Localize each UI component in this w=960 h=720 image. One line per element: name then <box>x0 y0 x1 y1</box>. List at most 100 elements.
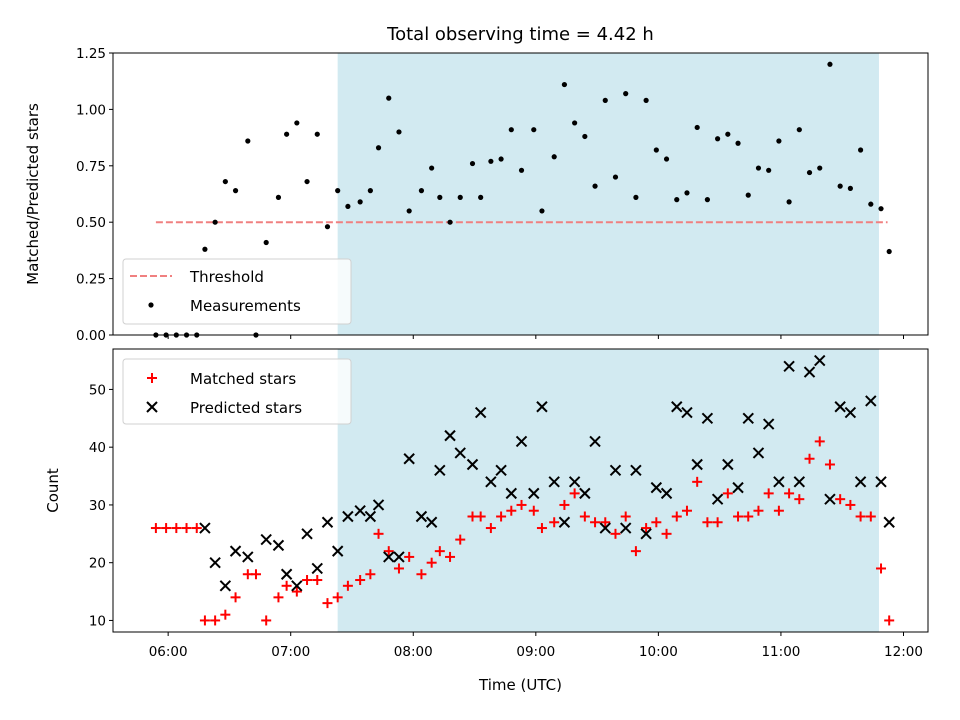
predicted-star-point <box>466 458 479 471</box>
predicted-star-point <box>579 487 591 500</box>
measurements-legend-label: Measurements <box>190 297 301 315</box>
predicted-star-point <box>280 568 293 580</box>
measurement-point <box>745 192 751 198</box>
count-legend: Matched stars Predicted stars <box>122 358 352 425</box>
matched-star-point <box>261 615 272 626</box>
measurement-point <box>643 97 649 103</box>
count-y-tick-label: 30 <box>89 498 106 514</box>
measurement-point <box>725 131 731 137</box>
time-x-tick-label: 08:00 <box>394 644 433 660</box>
measurement-point <box>561 81 568 88</box>
predicted-star-point <box>599 522 611 534</box>
predicted-star-point <box>732 481 744 494</box>
time-x-tick-label: 06:00 <box>149 644 188 660</box>
measurement-point <box>572 120 578 126</box>
predicted-star-point <box>650 481 663 494</box>
matched-star-point <box>681 505 692 516</box>
predicted-star-point <box>403 453 415 465</box>
predicted-star-point <box>364 510 377 523</box>
measurement-point <box>222 178 228 185</box>
matched-star-point <box>876 563 887 574</box>
matched-star-point <box>845 499 856 510</box>
count-legend-box <box>122 358 352 425</box>
count-y-tick-label: 40 <box>89 440 106 456</box>
matched-star-point <box>620 511 631 522</box>
predicted-star-point <box>528 487 540 500</box>
matched-star-point <box>814 436 825 447</box>
matched-star-point <box>722 488 733 499</box>
measurement-point <box>498 156 504 162</box>
matched-star-point <box>281 580 292 591</box>
measurement-point <box>232 188 239 194</box>
matched-star-point <box>630 546 641 557</box>
count-y-tick-label: 10 <box>89 613 106 629</box>
matched-star-point <box>865 511 876 522</box>
predicted-star-point <box>383 551 395 563</box>
predicted-star-point <box>272 539 285 552</box>
predicted-star-point <box>209 556 221 569</box>
measurement-point <box>633 194 639 200</box>
ratio-y-tick-label: 0.25 <box>76 272 106 288</box>
matched-star-point <box>416 569 427 580</box>
predicted-star-point <box>515 435 528 448</box>
predicted-star-point <box>536 401 548 413</box>
predicted-star-point <box>505 487 518 500</box>
matched-star-point <box>804 453 815 464</box>
matched-star-point <box>773 505 784 516</box>
matched-star-point <box>536 523 547 534</box>
ratio-panel-frame <box>112 52 929 336</box>
measurement-point <box>735 140 741 146</box>
predicted-star-point <box>681 406 693 419</box>
matched-star-point <box>692 476 703 487</box>
matched-star-point <box>475 511 486 522</box>
measurement-point <box>447 219 453 225</box>
matched-star-point <box>733 511 744 522</box>
matched-star-point <box>496 511 507 522</box>
measurement-point <box>827 61 833 67</box>
matched-star-point <box>702 517 713 528</box>
predicted-star-point <box>589 435 601 448</box>
predicted-star-point <box>568 476 581 488</box>
predicted-star-point <box>854 476 867 488</box>
predicted-star-point <box>199 522 211 534</box>
measurement-point <box>488 158 494 164</box>
predicted-star-point <box>474 406 487 419</box>
ratio-legend: Threshold Measurements <box>122 258 352 325</box>
matched-star-point <box>559 499 570 510</box>
measurement-point <box>684 190 690 196</box>
ratio-y-tick-label: 0.75 <box>76 159 106 175</box>
count-y-axis-label: Count <box>44 468 62 513</box>
predicted-star-point <box>722 458 734 471</box>
measurement-point <box>294 120 300 126</box>
measurement-point <box>284 131 290 137</box>
measurements-legend-swatch <box>148 302 154 308</box>
ratio-y-tick-label: 0.00 <box>76 328 106 344</box>
matched-legend-swatch <box>147 373 157 383</box>
threshold-legend-label: Threshold <box>189 268 264 286</box>
time-x-tick-label: 09:00 <box>516 644 555 660</box>
predicted-star-point <box>311 562 323 575</box>
measurement-point <box>755 165 762 171</box>
measurement-point <box>674 197 680 203</box>
measurement-point <box>396 129 402 135</box>
matched-star-point <box>743 511 754 522</box>
predicted-star-point <box>793 476 806 488</box>
matched-star-point <box>824 459 835 470</box>
measurement-point <box>469 160 476 167</box>
predicted-star-point <box>762 418 775 430</box>
matched-star-point <box>549 517 560 528</box>
matched-star-point <box>590 517 601 528</box>
predicted-star-point <box>219 580 232 592</box>
predicted-star-point <box>454 447 466 459</box>
matched-star-point <box>373 528 384 539</box>
measurement-point <box>202 246 208 252</box>
matched-star-point <box>150 523 161 534</box>
matched-star-point <box>671 511 682 522</box>
predicted-star-point <box>242 551 254 563</box>
matched-star-point <box>404 551 415 562</box>
matched-star-point <box>291 586 302 597</box>
measurement-point <box>386 95 392 101</box>
predicted-star-point <box>434 464 446 476</box>
predicted-star-point <box>773 476 785 488</box>
